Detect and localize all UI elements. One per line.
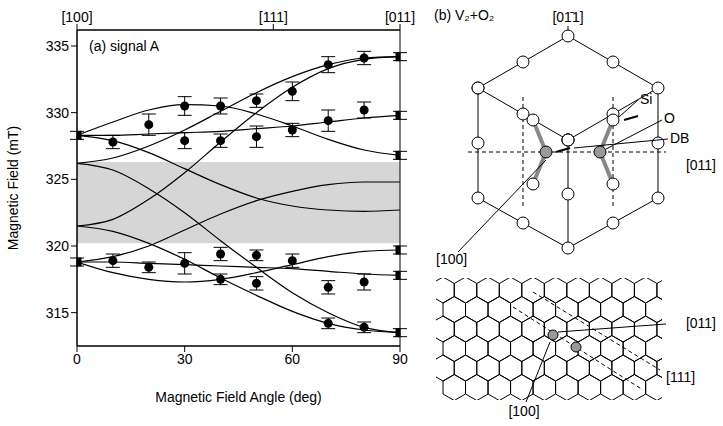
svg-text:[111]: [111] — [666, 369, 695, 385]
svg-text:[01̄1]: [01̄1] — [552, 9, 583, 25]
svg-text:335: 335 — [46, 38, 70, 54]
svg-text:DB: DB — [670, 130, 689, 146]
svg-text:330: 330 — [46, 105, 70, 121]
svg-text:[011]: [011] — [686, 315, 716, 331]
svg-text:90: 90 — [392, 351, 408, 367]
svg-text:O: O — [664, 110, 675, 126]
html-text:(a) signal A: (a) signal A — [89, 38, 159, 54]
svg-text:[100]: [100] — [61, 9, 92, 25]
svg-text:325: 325 — [46, 171, 70, 187]
svg-text:(b) V₂+O₂: (b) V₂+O₂ — [434, 7, 494, 23]
svg-text:315: 315 — [46, 305, 70, 321]
svg-text:60: 60 — [285, 351, 301, 367]
svg-text:[011]: [011] — [686, 157, 716, 173]
svg-text:30: 30 — [177, 351, 193, 367]
svg-text:Magnetic Field Angle (deg): Magnetic Field Angle (deg) — [155, 389, 322, 405]
svg-text:Magnetic Field (mT): Magnetic Field (mT) — [5, 126, 21, 250]
svg-text:[100]: [100] — [508, 403, 539, 419]
svg-text:0: 0 — [73, 351, 81, 367]
svg-text:320: 320 — [46, 238, 70, 254]
svg-text:[100]: [100] — [436, 251, 467, 267]
svg-text:Si: Si — [640, 91, 652, 107]
svg-text:[111]: [111] — [259, 9, 288, 25]
svg-text:[011]: [011] — [385, 9, 415, 25]
